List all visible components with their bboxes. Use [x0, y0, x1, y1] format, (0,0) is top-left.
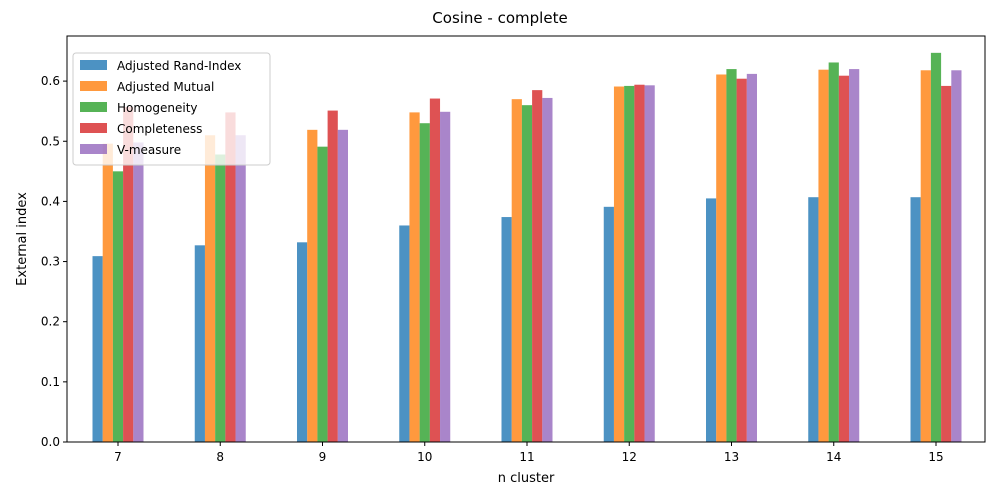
bar-homogeneity-14 [828, 62, 839, 442]
bar-v-measure-9 [337, 129, 348, 442]
x-tick-label: 7 [114, 450, 122, 464]
bar-adjusted-mutual-14 [818, 69, 829, 443]
bar-adjusted-rand-index-7 [92, 256, 103, 442]
bar-homogeneity-10 [419, 123, 430, 443]
bar-adjusted-mutual-11 [511, 99, 522, 442]
bar-adjusted-mutual-7 [102, 143, 113, 443]
bar-adjusted-mutual-15 [920, 70, 931, 442]
bar-homogeneity-13 [726, 69, 737, 442]
bar-homogeneity-12 [624, 85, 635, 443]
bar-homogeneity-11 [521, 105, 533, 443]
y-tick-label: 0.1 [41, 375, 60, 389]
bar-homogeneity-7 [112, 171, 124, 442]
x-tick-label: 9 [319, 450, 327, 464]
x-tick-label: 12 [622, 450, 637, 464]
bar-adjusted-mutual-12 [613, 86, 625, 443]
legend-entry: Adjusted Mutual [117, 80, 214, 94]
bar-adjusted-rand-index-15 [910, 197, 921, 442]
bar-adjusted-mutual-8 [204, 135, 216, 443]
bar-completeness-7 [123, 106, 134, 442]
bar-completeness-8 [225, 112, 236, 442]
bar-v-measure-13 [746, 73, 757, 442]
bar-v-measure-12 [644, 85, 655, 442]
y-tick-label: 0.0 [41, 435, 60, 449]
y-tick-label: 0.5 [41, 134, 60, 148]
y-tick-label: 0.4 [41, 194, 60, 208]
chart-title: Cosine - complete [432, 9, 567, 27]
bar-v-measure-11 [542, 97, 553, 442]
legend-entry: V-measure [117, 143, 181, 157]
bar-v-measure-7 [133, 142, 144, 442]
plot-frame [66, 35, 986, 443]
bar-completeness-10 [429, 98, 441, 443]
bar-adjusted-mutual-9 [307, 129, 318, 442]
legend-swatch [80, 144, 107, 154]
bar-v-measure-8 [235, 135, 246, 443]
legend-entry: Homogeneity [117, 101, 198, 115]
x-tick-label: 14 [826, 450, 841, 464]
bar-adjusted-rand-index-10 [399, 225, 410, 442]
x-tick-label: 13 [724, 450, 739, 464]
bar-completeness-9 [327, 110, 338, 442]
bar-homogeneity-8 [215, 154, 226, 443]
y-tick-label: 0.6 [41, 74, 60, 88]
bar-v-measure-15 [951, 70, 962, 442]
legend: Adjusted Rand-Index Adjusted Mutual Homoge… [72, 52, 271, 166]
x-tick-label: 11 [519, 450, 534, 464]
bar-completeness-13 [736, 78, 747, 443]
bar-adjusted-mutual-13 [716, 74, 727, 443]
legend-swatch [80, 60, 107, 70]
bar-adjusted-mutual-10 [409, 112, 420, 442]
bar-homogeneity-9 [317, 146, 328, 443]
legend-swatch [80, 123, 107, 133]
bar-v-measure-10 [440, 111, 451, 442]
bar-completeness-12 [634, 84, 645, 442]
bars-layer [92, 52, 962, 443]
bar-homogeneity-15 [930, 52, 942, 443]
y-axis-ticks: 0.0 0.1 0.2 0.3 0.4 0.5 0.6 [41, 74, 67, 449]
legend-frame [72, 52, 271, 166]
bar-adjusted-rand-index-11 [501, 217, 512, 442]
legend-swatch [80, 81, 107, 91]
bar-adjusted-rand-index-9 [297, 242, 308, 442]
bar-adjusted-rand-index-8 [194, 245, 205, 442]
bar-adjusted-rand-index-14 [808, 197, 819, 442]
bar-v-measure-14 [849, 69, 860, 442]
legend-entry: Adjusted Rand-Index [117, 59, 241, 73]
x-tick-label: 8 [216, 450, 224, 464]
legend-swatch [80, 102, 107, 112]
y-tick-label: 0.2 [41, 315, 60, 329]
bar-completeness-15 [941, 85, 952, 443]
x-axis-label: n cluster [498, 471, 555, 486]
bar-completeness-14 [838, 75, 850, 442]
y-axis-label: External index [15, 192, 30, 286]
x-tick-label: 10 [417, 450, 432, 464]
bar-completeness-11 [532, 90, 543, 442]
x-axis-ticks: 7 8 9 10 11 12 13 14 15 [114, 442, 944, 464]
bar-adjusted-rand-index-12 [603, 206, 614, 442]
bar-adjusted-rand-index-13 [706, 198, 717, 442]
y-tick-label: 0.3 [41, 255, 60, 269]
x-tick-label: 15 [928, 450, 943, 464]
legend-entry: Completeness [117, 122, 202, 136]
